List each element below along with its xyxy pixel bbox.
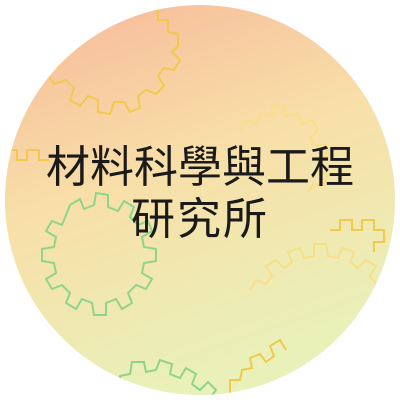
gear-icon	[229, 338, 287, 395]
gear-icon	[41, 191, 157, 316]
gear-icon	[249, 243, 393, 291]
gear-icon	[5, 149, 49, 161]
gear-icon	[239, 105, 330, 193]
gear-icon	[119, 358, 232, 395]
background-circle	[5, 5, 395, 395]
gear-icon	[330, 219, 385, 252]
